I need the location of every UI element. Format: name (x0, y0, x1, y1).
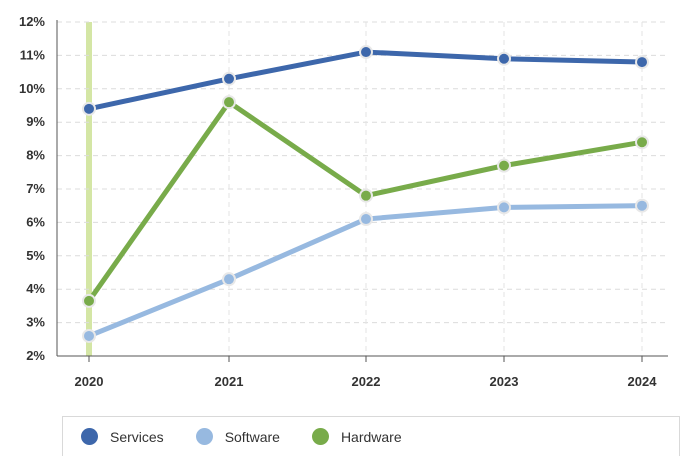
legend-item-services[interactable]: Services (81, 428, 164, 445)
y-tick-label: 3% (26, 315, 45, 330)
data-point-software (359, 212, 373, 227)
data-point-services (497, 51, 511, 66)
y-tick-label: 7% (26, 181, 45, 196)
data-point-software (222, 272, 236, 287)
legend-swatch-software (195, 428, 213, 445)
y-tick-label: 10% (19, 81, 45, 96)
legend-label-hardware: Hardware (340, 428, 402, 445)
x-tick-label: 2020 (75, 374, 104, 389)
y-tick-label: 6% (26, 214, 45, 229)
data-point-hardware (222, 95, 236, 110)
data-point-hardware (497, 158, 511, 173)
x-tick-label: 2021 (215, 374, 244, 389)
y-tick-label: 12% (19, 14, 45, 29)
data-point-software (82, 328, 96, 343)
legend-swatch-services (81, 428, 98, 445)
y-tick-label: 4% (26, 281, 45, 296)
y-tick-label: 11% (20, 47, 46, 62)
legend-label-software: Software (224, 428, 280, 445)
data-point-software (497, 200, 511, 215)
y-tick-label: 9% (26, 114, 45, 129)
x-tick-label: 2022 (352, 374, 381, 389)
data-point-software (635, 198, 649, 213)
x-tick-label: 2023 (490, 374, 519, 389)
data-point-hardware (82, 293, 96, 308)
legend-swatch-hardware (311, 428, 329, 445)
data-point-hardware (359, 188, 373, 203)
y-tick-label: 8% (26, 148, 45, 163)
data-point-services (359, 45, 373, 60)
data-point-services (222, 71, 236, 86)
data-point-hardware (635, 135, 649, 150)
legend-item-software[interactable]: Software (195, 428, 280, 445)
y-tick-label: 2% (26, 348, 45, 363)
x-tick-label: 2024 (628, 374, 658, 389)
y-tick-label: 5% (26, 248, 45, 263)
data-point-services (82, 101, 96, 116)
legend-item-hardware[interactable]: Hardware (311, 428, 402, 445)
legend-label-services: Services (110, 428, 164, 445)
data-point-services (635, 55, 649, 70)
legend: Services Software Hardware (62, 416, 680, 456)
